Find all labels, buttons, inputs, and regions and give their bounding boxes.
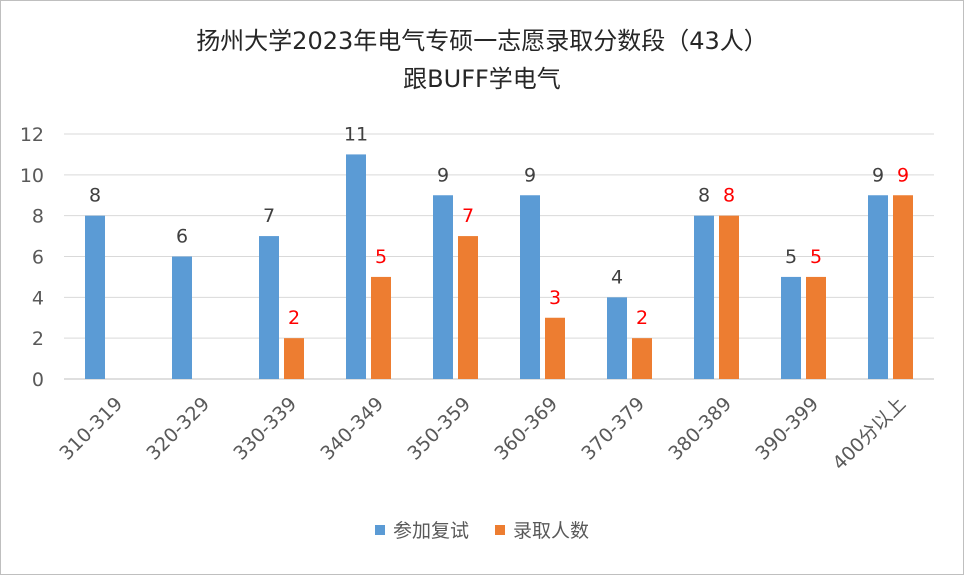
data-label-series-0-0: 8 [89, 185, 101, 207]
y-tick-label: 8 [32, 206, 44, 228]
bar-series-1-3 [371, 276, 391, 379]
data-label-series-1-6: 2 [636, 307, 648, 329]
bar-series-0-6 [607, 297, 627, 379]
legend-item-series-1: 录取人数 [495, 516, 589, 543]
data-label-series-0-1: 6 [176, 226, 188, 248]
y-tick-label: 10 [20, 165, 44, 187]
y-tick-label: 6 [32, 247, 44, 269]
bar-series-0-7 [694, 215, 714, 379]
x-axis-ticks: 310-319 320-329 330-339 340-349 350-359 360-3… [55, 393, 910, 475]
bar-series-0-3 [346, 154, 366, 379]
chart-title: 扬州大学2023年电气专硕一志愿录取分数段（43人） 跟BUFF学电气 [0, 22, 964, 98]
bar-series-1-8 [806, 276, 826, 379]
bar-series-0-0 [85, 215, 105, 379]
data-label-series-1-9: 9 [897, 164, 909, 186]
x-tick-label: 370-379 [577, 393, 649, 465]
data-label-series-1-4: 7 [462, 205, 474, 227]
chart-title-line1: 扬州大学2023年电气专硕一志愿录取分数段（43人） [196, 27, 768, 55]
legend-swatch-series-0 [374, 524, 385, 535]
bar-series-0-2 [259, 236, 279, 379]
data-label-series-0-5: 9 [524, 164, 536, 186]
bar-series-1-7 [719, 215, 739, 379]
y-tick-label: 0 [32, 369, 44, 391]
x-tick-label: 330-339 [229, 393, 301, 465]
data-label-series-1-2: 2 [288, 307, 300, 329]
data-label-series-0-8: 5 [785, 246, 797, 268]
bar-series-1-2 [284, 338, 304, 379]
bar-series-0-9 [868, 195, 888, 379]
y-tick-label: 2 [32, 328, 44, 350]
legend-label-series-0: 参加复试 [392, 520, 469, 542]
x-tick-label: 320-329 [142, 393, 214, 465]
chart-title-line2: 跟BUFF学电气 [403, 65, 561, 93]
data-label-series-0-2: 7 [263, 205, 275, 227]
x-tick-label: 390-399 [751, 393, 823, 465]
bar-series-0-4 [433, 195, 453, 379]
legend-swatch-series-1 [495, 524, 505, 535]
y-tick-label: 4 [32, 287, 44, 309]
data-label-series-1-5: 3 [549, 287, 561, 309]
bar-series-0-1 [172, 256, 192, 379]
legend-label-series-1: 录取人数 [513, 520, 590, 542]
data-label-series-0-4: 9 [437, 164, 449, 186]
x-tick-label: 380-389 [664, 393, 736, 465]
data-label-series-0-6: 4 [611, 266, 623, 288]
y-axis-ticks: 0 2 4 6 8 10 12 [20, 124, 44, 391]
x-tick-label: 360-369 [490, 393, 562, 465]
bar-series-1-5 [545, 317, 565, 379]
data-label-series-0-3: 11 [344, 123, 368, 145]
data-label-series-1-8: 5 [810, 246, 822, 268]
gridlines [64, 133, 934, 380]
x-tick-label: 400分以上 [829, 393, 911, 475]
data-label-series-0-9: 9 [872, 164, 884, 186]
data-label-series-1-7: 8 [723, 185, 735, 207]
bars [85, 154, 913, 379]
x-tick-label: 310-319 [55, 393, 127, 465]
x-tick-label: 340-349 [316, 393, 388, 465]
legend-item-series-0: 参加复试 [374, 516, 469, 543]
bar-series-1-4 [458, 236, 478, 379]
x-tick-label: 350-359 [403, 393, 475, 465]
legend: 参加复试 录取人数 [0, 516, 964, 543]
bar-series-0-8 [781, 276, 801, 379]
data-label-series-0-7: 8 [698, 185, 710, 207]
bar-series-1-9 [893, 195, 913, 379]
data-label-series-1-3: 5 [375, 246, 387, 268]
bar-series-1-6 [632, 338, 652, 379]
bar-series-0-5 [520, 195, 540, 379]
y-tick-label: 12 [20, 124, 44, 146]
